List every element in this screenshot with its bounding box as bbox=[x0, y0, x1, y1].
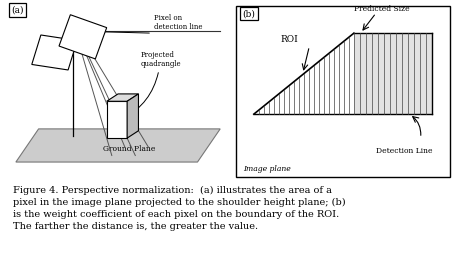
Text: (b): (b) bbox=[242, 9, 256, 18]
Text: Detection Line: Detection Line bbox=[376, 147, 433, 155]
Polygon shape bbox=[107, 101, 127, 138]
Text: Predicted Size: Predicted Size bbox=[354, 5, 410, 13]
Text: (a): (a) bbox=[11, 6, 24, 15]
Text: Ground Plane: Ground Plane bbox=[103, 145, 156, 153]
Polygon shape bbox=[107, 94, 138, 101]
Polygon shape bbox=[59, 15, 107, 59]
Text: Projected
quadrangle: Projected quadrangle bbox=[141, 51, 181, 68]
Text: Figure 4. Perspective normalization:  (a) illustrates the area of a
pixel in the: Figure 4. Perspective normalization: (a)… bbox=[14, 186, 346, 231]
Text: Image plane: Image plane bbox=[242, 165, 291, 173]
Polygon shape bbox=[354, 33, 432, 114]
Polygon shape bbox=[16, 129, 220, 162]
Text: ROI: ROI bbox=[281, 35, 298, 44]
Text: Pixel on
detection line: Pixel on detection line bbox=[154, 14, 203, 31]
Polygon shape bbox=[32, 35, 77, 70]
Polygon shape bbox=[127, 94, 138, 138]
